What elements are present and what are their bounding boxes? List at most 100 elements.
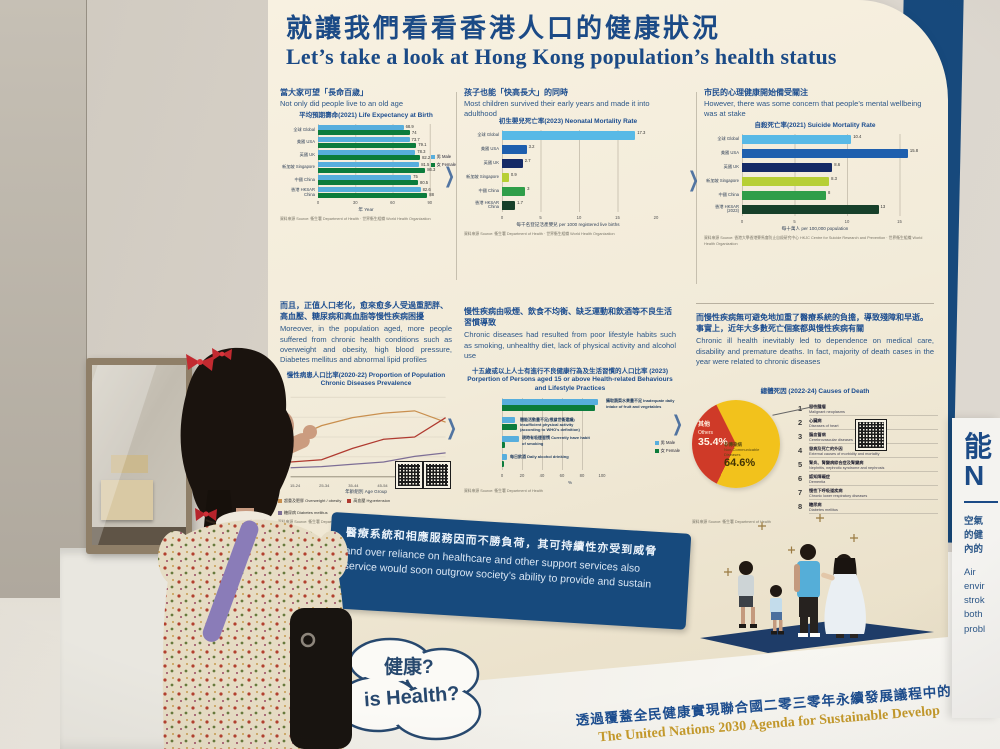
c-key: [430, 154, 435, 159]
c-row: 每日飲酒 Daily alcohol drinking: [464, 454, 676, 468]
dl-en: Chronic lower respiratory diseases: [809, 494, 868, 499]
c-track: 1.7: [502, 200, 656, 210]
c-lgtx: 糖尿病 Diabetes mellitus: [284, 509, 328, 515]
c-row: 英國 UK 8.6: [704, 162, 926, 172]
c-tick: 10: [576, 215, 582, 221]
c-axis: 0 30 60 90: [316, 199, 436, 206]
c-key: [430, 162, 435, 167]
c-title: 十五歲或以上人士有進行不良健康行為及生活習慣的人口比率 (2023) Porpe…: [467, 368, 673, 392]
c-xlabel: 每十萬人 per 100,000 population: [781, 226, 849, 232]
c-key: [278, 510, 282, 515]
black-bag: [290, 608, 352, 749]
c-track: 現時有吸煙習慣 Currently have habit of smoking: [502, 435, 602, 449]
c-source: 資料來源 Source: 衞生署 Department of Health · …: [464, 232, 615, 237]
dl-item: 6 認知障礙症 Dementia: [798, 474, 938, 487]
c-row: 中國 China 8: [704, 190, 926, 200]
c-plot: 攝取蔬菜水果量不足 Inadequate daily intake of fru…: [464, 398, 676, 479]
c-bar: 15.8: [742, 148, 918, 158]
dl-num: 4: [798, 446, 803, 456]
c-rows: 全球 Global 68.9 74 美國 USA 73.7 79.1 英國 UK 78.3 82…: [280, 124, 452, 198]
c-lab: 全球 Global: [293, 126, 315, 132]
c-val: 3: [527, 186, 530, 192]
c-lab: 新加坡 Singapore: [282, 164, 315, 170]
pl-pct: 35.4%: [698, 435, 728, 448]
c-track: 82.6 88: [318, 187, 436, 199]
c-xlabel: 年 Year: [358, 207, 374, 213]
c-title: 總體死因 (2022-24) Causes of Death: [760, 388, 870, 395]
c-xlabel: 每千名登記活產嬰兒 per 1000 registered live birth…: [516, 222, 620, 228]
caption-zh: 孩子也能「快高長大」的同時: [464, 88, 568, 97]
column-divider: [456, 92, 457, 280]
c-tick: 0: [740, 219, 744, 225]
c-bar: 82.2: [318, 155, 430, 161]
c-track: 68.9 74: [318, 124, 436, 136]
lifestyle-paragraph: 慢性疾病由吸煙、飲食不均衡、缺乏運動和飲酒等不良生活習慣導致 Chronic d…: [464, 306, 676, 361]
c-bar: 73.7: [318, 137, 420, 143]
c-row: 新加坡 Singapore 0.9: [464, 172, 672, 182]
c-val: 88: [429, 192, 434, 198]
c-lab: 新加坡 Singapore: [706, 178, 739, 184]
c-lgtx: 女 Female: [436, 161, 456, 167]
c-track: 8.6: [742, 162, 910, 172]
caption-en: However, there was some concern that peo…: [704, 99, 922, 119]
c-row: 攝取蔬菜水果量不足 Inadequate daily intake of fru…: [464, 398, 676, 412]
c-row: 中國 China 3: [464, 186, 672, 196]
c-bar: 8: [742, 190, 830, 200]
dl-tx: 惡性腫瘤 Malignant neoplasms: [809, 404, 938, 417]
c-val: 17.3: [637, 130, 646, 136]
c-lgtx: 超重及肥胖 Overweight / obesity: [284, 497, 342, 503]
dl-zh: 慢性下呼吸道疾病: [809, 488, 843, 494]
c-key: [654, 441, 659, 446]
dl-item: 7 慢性下呼吸道疾病 Chronic lower respiratory disea…: [798, 488, 938, 501]
paragraph-zh: 而且，正值人口老化，愈來愈多人受過重肥胖、高血壓、糖尿病和高血脂等慢性疾病困擾: [280, 301, 448, 322]
c-row: 新加坡 Singapore 8.3: [704, 176, 926, 186]
c-track: 3: [502, 186, 656, 196]
dl-tx: 認知障礙症 Dementia: [809, 474, 938, 487]
healthcare-burden-banner: 醫療系統和相應服務因而不勝負荷，其可持續性亦受到威脅 and over reli…: [326, 512, 692, 630]
c-xlabel: %: [567, 480, 573, 486]
c-tick: 10: [844, 219, 850, 225]
c-val: 81.5: [421, 161, 430, 167]
c-tick: 80: [579, 473, 585, 479]
pl-zh2: 非傳染病: [724, 442, 742, 448]
display-artifact: [110, 455, 149, 473]
dl-num: 8: [798, 502, 803, 512]
side-panel-zh-lines: 空氣 的健 內的: [964, 515, 1000, 558]
c-track: 73.7 79.1: [318, 137, 436, 149]
bag-ring: [300, 632, 316, 648]
paragraph-zh: 而慢性疾病無可避免地加重了醫療系統的負擔，導致殘障和早逝。事實上，近年大多數死亡…: [696, 313, 928, 334]
c-row: 新加坡 Singapore 81.5 86.3: [280, 162, 452, 174]
c-bar: 13: [742, 204, 885, 214]
c-bar: 17.3: [502, 130, 645, 140]
c-val: 8.6: [834, 162, 841, 168]
c-track: 每日飲酒 Daily alcohol drinking: [502, 454, 602, 468]
c-lab: 中國 China: [478, 188, 499, 194]
pie-wrap: 其他 Others 35.4% 非傳染病 Non-Communicable Diseas…: [692, 400, 786, 494]
c-tick: 20: [519, 473, 525, 479]
pie-lab: 非傳染病 Non-Communicable Diseases 64.6%: [724, 442, 770, 470]
poster-title-en: Let’s take a look at Hong Kong populatio…: [286, 44, 837, 69]
pie-lab: 其他 Others 35.4%: [698, 422, 728, 448]
neonatal-caption: 孩子也能「快高長大」的同時 Most children survived the…: [464, 88, 679, 119]
c-grid: [742, 134, 910, 217]
c-tick: 60: [390, 200, 395, 206]
c-tick: 0: [316, 200, 320, 206]
dl-item: 4 發病及死亡的外因 External causes of morbidity an…: [798, 446, 938, 459]
display-artifact: [101, 480, 154, 520]
chronic-disease-line-chart: 慢性病患人口比率(2020-22) Proportion of Populati…: [278, 372, 454, 526]
c-xlabel: 年齡組別 Age Group: [345, 488, 387, 494]
paragraph-en: Chronic ill health inevitably led to dep…: [696, 336, 934, 366]
c-val: 10.4: [853, 134, 862, 140]
c-row: 香港 HKSAR China 82.6 88: [280, 187, 452, 199]
c-val: 73.7: [411, 136, 420, 142]
qr-code: [855, 419, 887, 451]
c-grid: [502, 130, 656, 213]
c-grid: [318, 124, 436, 198]
c-val: 74: [411, 129, 417, 135]
c-row: 美國 USA 15.8: [704, 148, 926, 158]
side-panel-rule: [964, 500, 998, 503]
c-tick: 0: [500, 215, 504, 221]
c-bar: 2.7: [502, 158, 531, 168]
life-expectancy-chart: 平均預期壽命(2021) Life Expectancy at Birth 全球 …: [280, 112, 456, 223]
c-bar: [502, 417, 515, 424]
